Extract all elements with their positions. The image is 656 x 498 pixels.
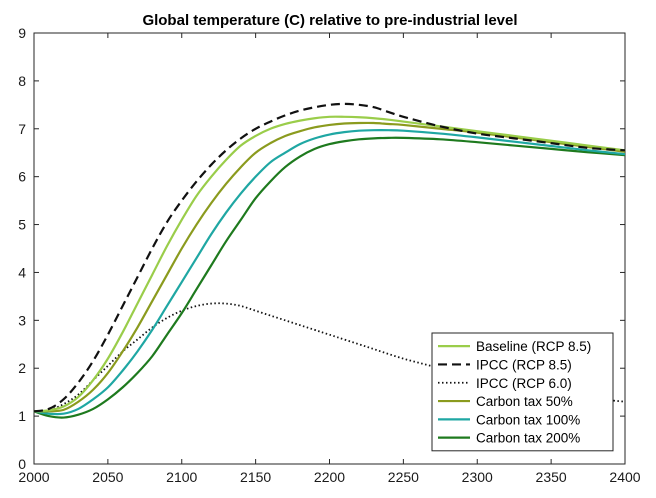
y-tick-label: 0 (18, 456, 26, 472)
x-tick-label: 2350 (536, 469, 567, 485)
axes: 2000 2050 2100 2150 2200 2250 2300 2350 2400 0 1 2 3… (18, 25, 641, 485)
y-tick-label: 3 (18, 312, 26, 328)
y-tick-label: 2 (18, 360, 26, 376)
y-tick-label: 1 (18, 408, 26, 424)
legend: Baseline (RCP 8.5) IPCC (RCP 8.5) IPCC (RC… (431, 332, 614, 452)
y-tick-label: 8 (18, 73, 26, 89)
chart-title: Global temperature (C) relative to pre-i… (142, 12, 517, 29)
legend-label: Baseline (RCP 8.5) (476, 339, 591, 354)
y-tick-label: 6 (18, 169, 26, 185)
legend-label: Carbon tax 200% (476, 431, 580, 446)
x-tick-label: 2150 (240, 469, 271, 485)
x-tick-label: 2300 (462, 469, 493, 485)
x-tick-label: 2000 (18, 469, 49, 485)
series-line-4 (33, 121, 626, 413)
series-line-2 (33, 102, 626, 413)
series-line-6 (33, 136, 626, 419)
x-tick-label: 2200 (314, 469, 345, 485)
x-tick-label: 2100 (166, 469, 197, 485)
legend-label: IPCC (RCP 6.0) (476, 376, 572, 391)
y-tick-label: 9 (18, 25, 26, 41)
legend-label: Carbon tax 100% (476, 412, 580, 427)
series-line-1 (33, 115, 626, 413)
y-tick-label: 5 (18, 217, 26, 233)
x-tick-label: 2250 (388, 469, 419, 485)
y-tick-label: 4 (18, 264, 26, 280)
y-tick-label: 7 (18, 121, 26, 137)
legend-label: IPCC (RCP 8.5) (476, 357, 572, 372)
x-tick-label: 2400 (609, 469, 640, 485)
x-tick-label: 2050 (92, 469, 123, 485)
series-line-5 (33, 129, 626, 416)
series-layer (33, 102, 626, 419)
legend-label: Carbon tax 50% (476, 394, 573, 409)
legend-box (431, 332, 614, 452)
